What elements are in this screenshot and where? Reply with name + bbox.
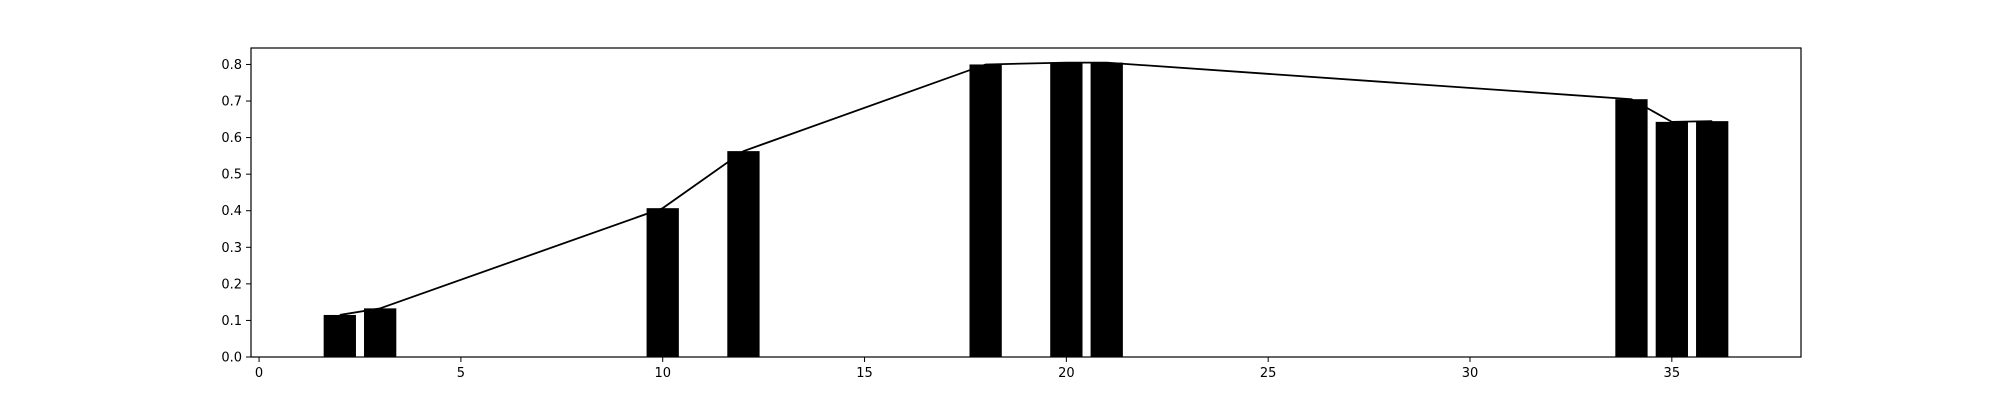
x-tick-label: 30 xyxy=(1462,366,1479,381)
x-tick-label: 20 xyxy=(1058,366,1075,381)
y-tick-label: 0.3 xyxy=(221,241,242,256)
bar-1 xyxy=(364,308,397,357)
bar-series xyxy=(323,62,1729,358)
bar-5 xyxy=(1050,62,1083,357)
y-tick-label: 0.4 xyxy=(221,204,242,219)
x-tick-label: 0 xyxy=(255,366,263,381)
x-axis: 0 5 10 15 20 25 30 35 xyxy=(255,357,1680,381)
y-tick-label: 0.2 xyxy=(221,277,242,292)
x-tick-label: 25 xyxy=(1260,366,1277,381)
y-axis: 0.0 0.1 0.2 0.3 0.4 0.5 0.6 0.7 0.8 xyxy=(221,58,251,366)
x-tick-label: 10 xyxy=(654,366,671,381)
line-path xyxy=(339,61,1713,316)
x-tick-label: 35 xyxy=(1664,366,1681,381)
bar-8 xyxy=(1655,121,1688,358)
y-tick-label: 0.7 xyxy=(221,95,242,110)
bar-6 xyxy=(1090,62,1123,357)
bar-3 xyxy=(727,151,760,357)
y-tick-label: 0.1 xyxy=(221,314,242,329)
bar-9 xyxy=(1696,121,1729,357)
y-tick-label: 0.6 xyxy=(221,131,242,146)
bar-0 xyxy=(323,314,356,357)
bar-4 xyxy=(969,64,1002,358)
x-tick-label: 15 xyxy=(856,366,873,381)
y-tick-label: 0.8 xyxy=(221,58,242,73)
y-tick-label: 0.5 xyxy=(221,168,242,183)
y-tick-label: 0.0 xyxy=(221,351,242,366)
plot-area-frame xyxy=(250,47,1802,358)
bar-7 xyxy=(1615,99,1648,357)
x-tick-label: 5 xyxy=(457,366,465,381)
bar-2 xyxy=(646,208,679,357)
line-series xyxy=(339,61,1713,316)
